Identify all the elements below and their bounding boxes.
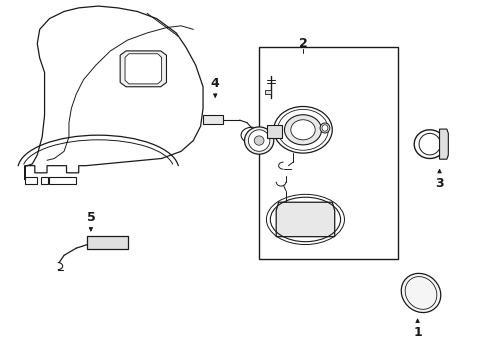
Text: 2: 2	[298, 37, 307, 50]
Ellipse shape	[401, 273, 440, 312]
Ellipse shape	[254, 136, 264, 145]
Bar	[25, 177, 37, 184]
Polygon shape	[276, 202, 334, 237]
Ellipse shape	[273, 107, 331, 153]
Text: 4: 4	[210, 77, 219, 97]
Ellipse shape	[284, 115, 321, 145]
Polygon shape	[120, 51, 166, 87]
Text: 1: 1	[412, 319, 421, 339]
Polygon shape	[25, 6, 203, 180]
Ellipse shape	[320, 123, 329, 133]
Bar	[49, 177, 76, 184]
Polygon shape	[203, 116, 222, 125]
Polygon shape	[125, 54, 161, 84]
Bar	[41, 177, 48, 184]
Polygon shape	[439, 129, 447, 159]
Text: 3: 3	[434, 170, 443, 190]
Polygon shape	[265, 90, 271, 94]
Polygon shape	[87, 236, 128, 249]
Polygon shape	[267, 125, 282, 138]
Ellipse shape	[277, 109, 328, 150]
Ellipse shape	[248, 130, 269, 151]
Ellipse shape	[244, 127, 273, 154]
Bar	[259, 47, 397, 259]
Text: 5: 5	[86, 211, 95, 231]
Ellipse shape	[290, 120, 315, 140]
Ellipse shape	[322, 125, 327, 131]
